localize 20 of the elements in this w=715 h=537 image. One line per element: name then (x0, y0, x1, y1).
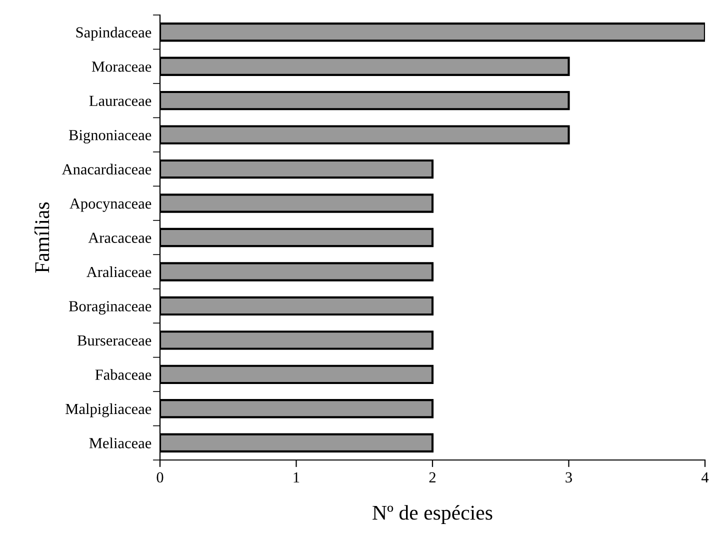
y-tick-label: Malpigliaceae (66, 403, 152, 418)
y-tick-label: Moraceae (92, 62, 152, 72)
x-axis-title: Nº de espécies (372, 505, 492, 524)
y-tick-label: Araliaceae (86, 266, 152, 278)
y-tick-label: Aracaceae (88, 232, 152, 243)
y-tick-label: Meliaceae (89, 438, 152, 448)
x-tick-label: 1 (294, 472, 300, 482)
y-tick-label: Bignoniaceae (68, 130, 152, 144)
x-tick-label: 4 (701, 472, 709, 482)
y-tick-label: Fabaceae (95, 369, 152, 380)
y-tick-label: Sapindaceae (76, 26, 152, 41)
x-tick-label: 2 (429, 472, 436, 482)
x-tick-label: 0 (156, 472, 164, 483)
y-tick-label: Anacardiaceae (62, 164, 152, 174)
y-tick-label: Lauraceae (89, 96, 152, 106)
y-tick-label: Burseraceae (77, 335, 152, 346)
y-tick-label: Boraginaceae (68, 301, 152, 315)
y-axis-title: Famílias (34, 202, 50, 273)
x-tick-label: 3 (566, 472, 572, 483)
y-tick-label: Apocynaceae (70, 198, 152, 212)
